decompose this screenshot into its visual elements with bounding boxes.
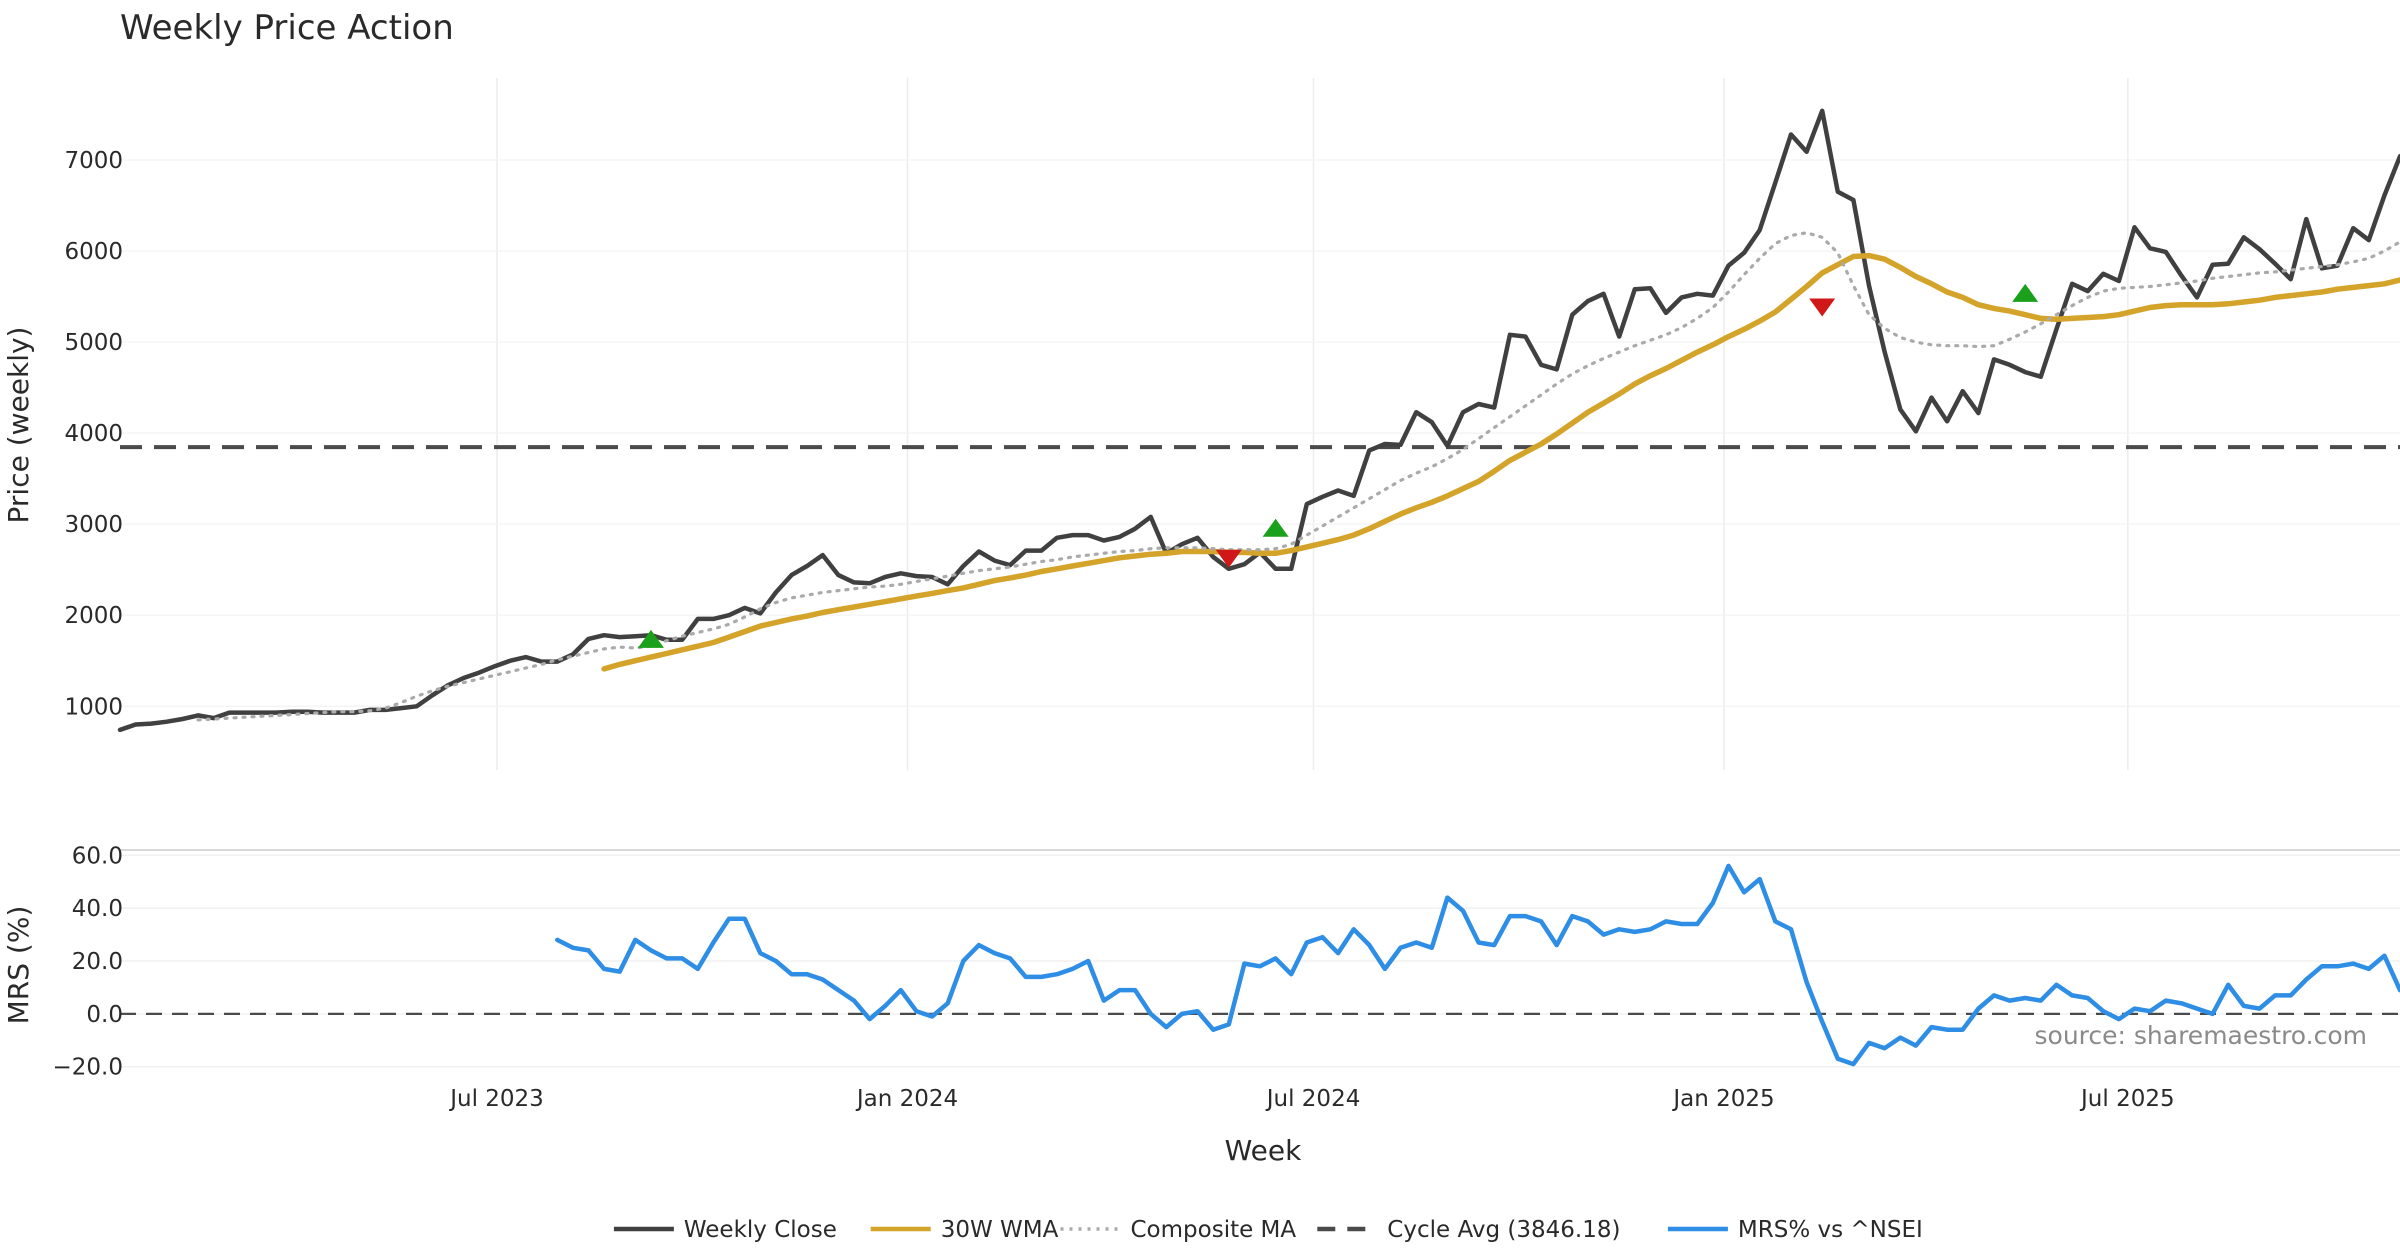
legend-label-mrs-vs-nsei: MRS% vs ^NSEI: [1738, 1217, 1923, 1243]
x-tick-jul-2023: Jul 2023: [448, 1086, 544, 1112]
mrs-y-tick-0: 0.0: [86, 1002, 123, 1028]
price-series-composite-ma: [196, 231, 2400, 722]
sell-signal-marker-2: [1215, 549, 1242, 568]
sell-signal-marker-4: [1809, 298, 1836, 317]
x-axis-ticks: Jul 2023 Jan 2024 Jul 2024 Jan 2025 Jul 2025: [448, 1086, 2174, 1112]
mrs-y-ticks: −20.0 0.0 20.0 40.0 60.0: [53, 843, 123, 1080]
mrs-y-tick-60: 60.0: [72, 843, 123, 869]
x-tick-jan-2024: Jan 2024: [855, 1086, 958, 1112]
price-y-axis-title: Price (weekly): [2, 327, 35, 524]
legend-label-weekly-close: Weekly Close: [684, 1217, 837, 1243]
price-y-tick-4000: 4000: [64, 421, 123, 447]
price-y-tick-2000: 2000: [64, 603, 123, 629]
signal-markers: [637, 283, 2039, 648]
mrs-series-group: [555, 863, 2400, 1067]
chart-title: Weekly Price Action: [120, 8, 454, 48]
price-y-tick-1000: 1000: [64, 694, 123, 720]
price-series-weekly-close: [117, 108, 2400, 733]
x-tick-jan-2025: Jan 2025: [1671, 1086, 1774, 1112]
price-y-tick-6000: 6000: [64, 239, 123, 265]
legend-label-cycle-avg-3846-18: Cycle Avg (3846.18): [1387, 1217, 1620, 1243]
price-y-tick-7000: 7000: [64, 148, 123, 174]
x-tick-jul-2025: Jul 2025: [2079, 1086, 2175, 1112]
buy-signal-marker-5: [2012, 283, 2039, 302]
price-y-ticks: 1000 2000 3000 4000 5000 6000 7000: [64, 148, 123, 720]
price-y-tick-5000: 5000: [64, 330, 123, 356]
legend-label-composite-ma: Composite MA: [1131, 1217, 1297, 1243]
mrs-y-tick-40: 40.0: [72, 896, 123, 922]
price-series-30w-wma: [601, 252, 2400, 672]
x-tick-jul-2024: Jul 2024: [1265, 1086, 1361, 1112]
price-series-group: [117, 108, 2400, 733]
legend-label-30w-wma: 30W WMA: [941, 1217, 1059, 1243]
source-note: source: sharemaestro.com: [2035, 1021, 2368, 1050]
mrs-y-tick-20: −20.0: [53, 1055, 123, 1081]
x-axis-title: Week: [1225, 1134, 1302, 1167]
mrs-y-tick-20: 20.0: [72, 949, 123, 975]
price-panel-grid: [120, 78, 2400, 770]
chart-legend: Weekly Close 30W WMA Composite MA Cycle Avg…: [613, 1217, 1923, 1243]
price-y-tick-3000: 3000: [64, 512, 123, 538]
buy-signal-marker-1: [637, 629, 664, 648]
mrs-y-axis-title: MRS (%): [2, 906, 35, 1025]
mrs-series-mrs-vs-nsei: [555, 863, 2400, 1067]
buy-signal-marker-3: [1262, 518, 1289, 537]
